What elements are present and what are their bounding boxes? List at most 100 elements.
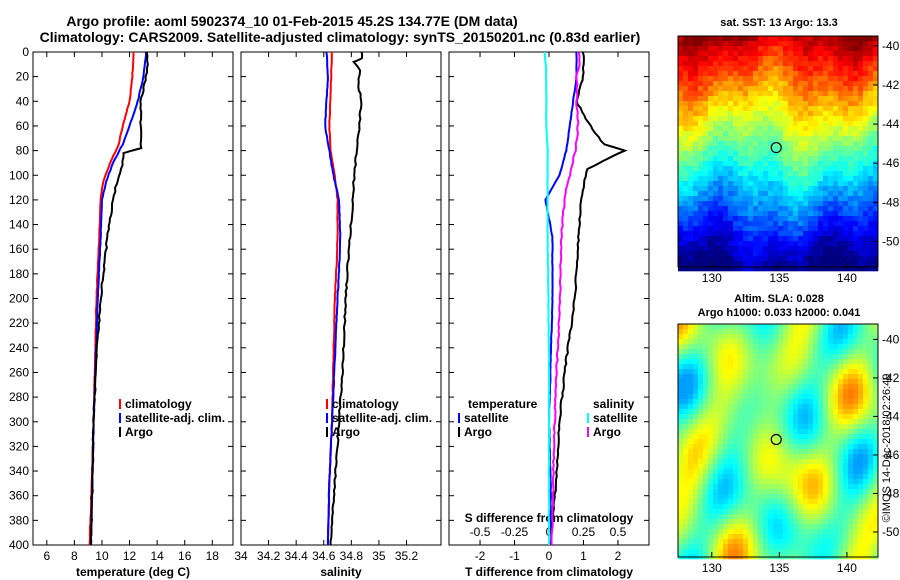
- map-cell: [688, 166, 694, 172]
- map-cell: [858, 539, 864, 545]
- map-cell: [718, 136, 724, 142]
- map-cell: [723, 534, 729, 540]
- map-cell: [738, 414, 744, 420]
- map-cell: [748, 116, 754, 122]
- map-cell: [708, 101, 714, 107]
- legend-label: satellite-adj. clim.: [125, 411, 225, 425]
- map-cell: [718, 41, 724, 47]
- map-cell: [838, 231, 844, 237]
- map-cell: [793, 151, 799, 157]
- map-cell: [813, 454, 819, 460]
- map-cell: [838, 534, 844, 540]
- map-cell: [843, 256, 849, 262]
- map-cell: [873, 171, 879, 177]
- map-cell: [713, 211, 719, 217]
- map-cell: [853, 519, 859, 525]
- map-cell: [713, 394, 719, 400]
- map-cell: [798, 251, 804, 257]
- y-tick-label: 40: [16, 94, 30, 108]
- map-cell: [688, 474, 694, 480]
- map-cell: [713, 116, 719, 122]
- map-cell: [873, 76, 879, 82]
- map-cell: [753, 484, 759, 490]
- map-cell: [718, 71, 724, 77]
- map-cell: [713, 354, 719, 360]
- map-cell: [728, 509, 734, 515]
- map-cell: [808, 489, 814, 495]
- map-cell: [683, 529, 689, 535]
- map-cell: [823, 364, 829, 370]
- map-cell: [758, 211, 764, 217]
- map-cell: [778, 544, 784, 550]
- map-cell: [823, 211, 829, 217]
- map-cell: [773, 66, 779, 72]
- map-cell: [853, 424, 859, 430]
- map-cell: [803, 111, 809, 117]
- map-cell: [688, 56, 694, 62]
- map-cell: [678, 151, 684, 157]
- map-cell: [723, 324, 729, 330]
- map-cell: [833, 459, 839, 465]
- map-cell: [688, 231, 694, 237]
- map-cell: [823, 91, 829, 97]
- map-cell: [748, 96, 754, 102]
- map-cell: [708, 256, 714, 262]
- map-cell: [868, 36, 874, 42]
- map-cell: [763, 379, 769, 385]
- map-cell: [868, 469, 874, 475]
- map-cell: [828, 131, 834, 137]
- map-cell: [733, 246, 739, 252]
- map-cell: [738, 91, 744, 97]
- map-cell: [678, 176, 684, 182]
- map-cell: [783, 166, 789, 172]
- map-cell: [823, 379, 829, 385]
- map-cell: [868, 409, 874, 415]
- map-cell: [728, 524, 734, 530]
- map-cell: [803, 334, 809, 340]
- map-cell: [818, 161, 824, 167]
- map-cell: [833, 439, 839, 445]
- map-cell: [803, 146, 809, 152]
- map-cell: [853, 429, 859, 435]
- map-cell: [713, 141, 719, 147]
- map-cell: [818, 384, 824, 390]
- map-cell: [873, 36, 879, 42]
- map-cell: [823, 384, 829, 390]
- map-cell: [743, 36, 749, 42]
- map-cell: [788, 354, 794, 360]
- map-cell: [748, 51, 754, 57]
- map-cell: [748, 494, 754, 500]
- map-cell: [868, 251, 874, 257]
- map-cell: [853, 251, 859, 257]
- map-cell: [788, 226, 794, 232]
- map-cell: [763, 256, 769, 262]
- map-cell: [818, 51, 824, 57]
- map-cell: [873, 156, 879, 162]
- map-cell: [703, 161, 709, 167]
- map-cell: [698, 499, 704, 505]
- map-cell: [733, 439, 739, 445]
- map-cell: [803, 201, 809, 207]
- map-cell: [813, 489, 819, 495]
- map-cell: [713, 51, 719, 57]
- map-cell: [683, 484, 689, 490]
- map-cell: [753, 459, 759, 465]
- map-cell: [763, 146, 769, 152]
- map-cell: [838, 76, 844, 82]
- map-cell: [833, 344, 839, 350]
- map-cell: [758, 399, 764, 405]
- map-cell: [843, 126, 849, 132]
- map-cell: [733, 146, 739, 152]
- map-cell: [708, 354, 714, 360]
- map-cell: [718, 379, 724, 385]
- x-tick-label: 1: [580, 549, 587, 563]
- map-cell: [733, 36, 739, 42]
- map-cell: [703, 369, 709, 375]
- map-cell: [733, 549, 739, 555]
- map-cell: [808, 216, 814, 222]
- map-cell: [853, 191, 859, 197]
- map-cell: [688, 504, 694, 510]
- map-cell: [808, 394, 814, 400]
- map-cell: [688, 96, 694, 102]
- map-cell: [748, 61, 754, 67]
